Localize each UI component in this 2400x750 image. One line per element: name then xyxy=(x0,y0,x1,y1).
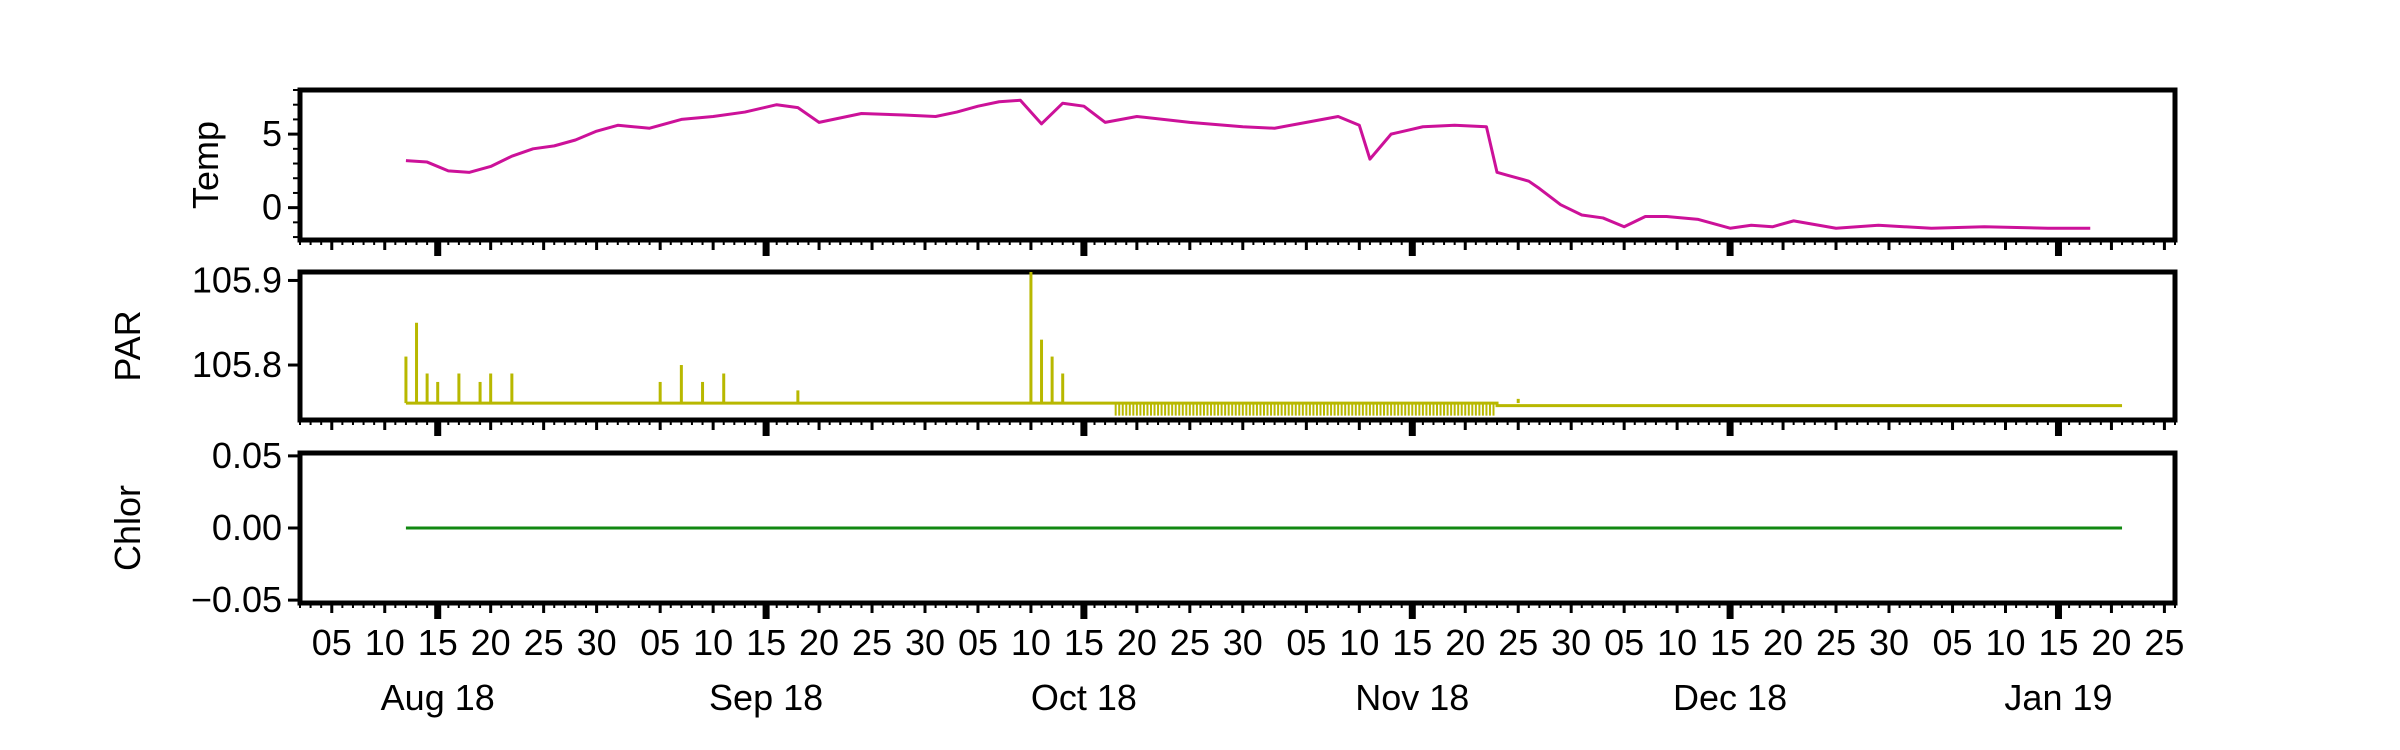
x-tick-label: 10 xyxy=(1339,622,1379,663)
panel-frame-1 xyxy=(297,87,2178,243)
y-tick-label: −0.05 xyxy=(191,579,282,620)
x-tick-label: 15 xyxy=(746,622,786,663)
x-tick-label: 20 xyxy=(471,622,511,663)
x-tick-label: 20 xyxy=(2091,622,2131,663)
x-tick-label: 20 xyxy=(1445,622,1485,663)
x-tick-label: 05 xyxy=(1933,622,1973,663)
x-tick-label: 30 xyxy=(905,622,945,663)
y-tick-label: 105.8 xyxy=(192,344,282,385)
y-tick-label: 5 xyxy=(262,113,282,154)
temp-series-line xyxy=(405,98,2091,230)
x-tick-label: 15 xyxy=(2038,622,2078,663)
x-tick-label: 05 xyxy=(1286,622,1326,663)
x-tick-label: 15 xyxy=(1064,622,1104,663)
x-month-label: Jan 19 xyxy=(2004,677,2112,718)
y-axis-label: PAR xyxy=(107,310,148,381)
x-tick-label: 20 xyxy=(1763,622,1803,663)
x-tick-label: 10 xyxy=(693,622,733,663)
par-baseline xyxy=(405,401,2123,408)
x-tick-label: 25 xyxy=(1816,622,1856,663)
y-tick-label: 105.9 xyxy=(192,259,282,300)
y-tick-label: 0 xyxy=(262,187,282,228)
x-tick-label: 25 xyxy=(852,622,892,663)
x-tick-label: 20 xyxy=(799,622,839,663)
y-tick-label: 0.05 xyxy=(212,435,282,476)
y-tick-label: 0.00 xyxy=(212,507,282,548)
x-tick-label: 10 xyxy=(1657,622,1697,663)
x-tick-label: 25 xyxy=(2144,622,2184,663)
x-tick-label: 05 xyxy=(1604,622,1644,663)
x-tick-label: 25 xyxy=(524,622,564,663)
x-month-label: Sep 18 xyxy=(709,677,823,718)
x-tick-label: 05 xyxy=(640,622,680,663)
x-tick-label: 05 xyxy=(312,622,352,663)
x-month-label: Nov 18 xyxy=(1355,677,1469,718)
x-tick-label: 30 xyxy=(1551,622,1591,663)
x-month-label: Dec 18 xyxy=(1673,677,1787,718)
x-tick-label: 30 xyxy=(1869,622,1909,663)
x-tick-label: 25 xyxy=(1170,622,1210,663)
x-tick-label: 30 xyxy=(1223,622,1263,663)
x-month-label: Aug 18 xyxy=(381,677,495,718)
y-axis-label: Temp xyxy=(185,121,226,209)
x-tick-label: 05 xyxy=(958,622,998,663)
x-tick-label: 15 xyxy=(418,622,458,663)
x-tick-label: 25 xyxy=(1498,622,1538,663)
x-tick-label: 15 xyxy=(1392,622,1432,663)
y-axis-label: Chlor xyxy=(107,485,148,571)
x-tick-label: 10 xyxy=(1985,622,2025,663)
x-tick-label: 15 xyxy=(1710,622,1750,663)
x-tick-label: 10 xyxy=(1011,622,1051,663)
x-tick-label: 20 xyxy=(1117,622,1157,663)
panel-frame-2 xyxy=(297,269,2178,423)
x-tick-label: 30 xyxy=(577,622,617,663)
x-month-label: Oct 18 xyxy=(1031,677,1137,718)
x-tick-label: 10 xyxy=(365,622,405,663)
